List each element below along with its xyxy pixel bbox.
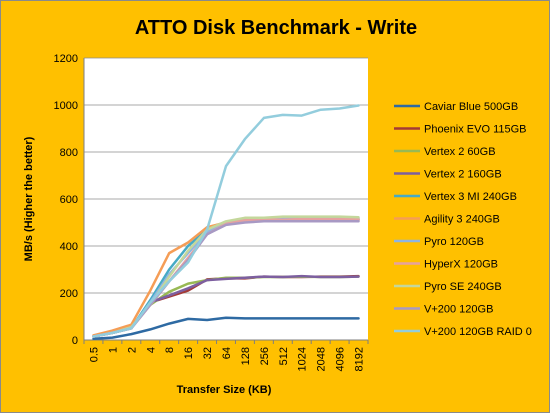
x-tick-label: 64 xyxy=(221,347,233,359)
x-tick-label: 2 xyxy=(126,347,138,353)
x-tick-label: 32 xyxy=(202,347,214,359)
legend-label: Caviar Blue 500GB xyxy=(424,101,518,113)
x-axis-title: Transfer Size (KB) xyxy=(177,384,272,396)
x-tick-label: 4096 xyxy=(335,347,347,371)
series-line xyxy=(92,104,360,338)
legend-label: Vertex 2 60GB xyxy=(424,146,496,158)
x-tick-label: 2048 xyxy=(316,347,328,371)
legend-label: Vertex 2 160GB xyxy=(424,169,502,181)
y-tick-label: 200 xyxy=(60,288,78,300)
x-tick-label: 16 xyxy=(183,347,195,359)
x-tick-label: 1024 xyxy=(297,347,309,371)
x-tick-label: 512 xyxy=(278,347,290,365)
y-tick-label: 1000 xyxy=(54,100,78,112)
y-tick-label: 400 xyxy=(60,241,78,253)
y-tick-label: 1200 xyxy=(54,53,78,65)
x-tick-label: 0.5 xyxy=(88,347,100,362)
legend-label: Vertex 3 MI 240GB xyxy=(424,191,517,203)
series-line xyxy=(92,316,360,341)
legend-label: HyperX 120GB xyxy=(424,259,498,271)
legend-label: Pyro 120GB xyxy=(424,236,484,248)
chart-title: ATTO Disk Benchmark - Write xyxy=(135,17,417,39)
x-tick-label: 256 xyxy=(259,347,271,365)
legend-label: Agility 3 240GB xyxy=(424,214,500,226)
x-tick-label: 4 xyxy=(145,347,157,353)
y-tick-label: 800 xyxy=(60,147,78,159)
legend-label: Pyro SE 240GB xyxy=(424,281,502,293)
x-tick-label: 128 xyxy=(240,347,252,365)
y-axis-title: MB/s (Higher the better) xyxy=(23,136,35,261)
legend: Caviar Blue 500GB Phoenix EVO 115GB Vertex… xyxy=(394,101,532,338)
y-tick-label: 600 xyxy=(60,194,78,206)
plot-area: 0 200 400 600 800 1000 1200 0.5 1 2 4 8 16 32 64 128 256… xyxy=(54,53,369,371)
x-tick-label: 8 xyxy=(164,347,176,353)
y-tick-label: 0 xyxy=(72,335,78,347)
x-tick-label: 1 xyxy=(107,347,119,353)
legend-label: V+200 120GB RAID 0 xyxy=(424,326,532,338)
legend-label: V+200 120GB xyxy=(424,304,493,316)
legend-label: Phoenix EVO 115GB xyxy=(424,124,527,136)
x-tick-label: 8192 xyxy=(354,347,366,371)
